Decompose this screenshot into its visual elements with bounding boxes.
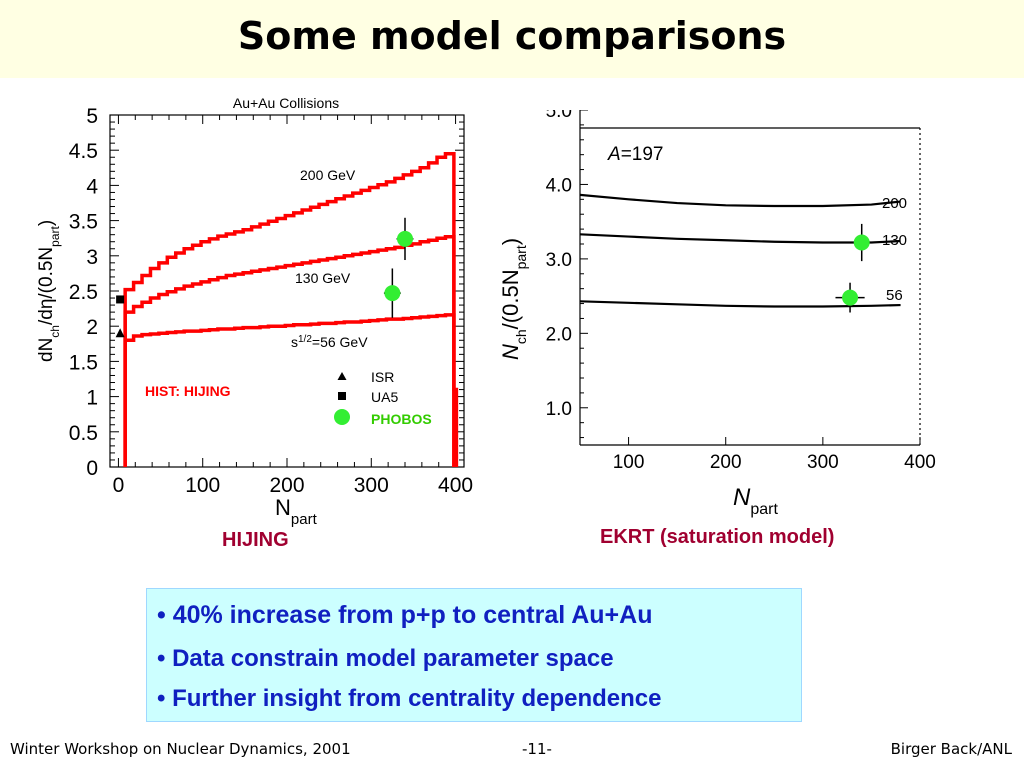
bullet-2: • Data constrain model parameter space	[157, 645, 614, 672]
isr-marker	[115, 328, 125, 338]
y-tick-label: 1	[86, 387, 98, 410]
footer-center: -11-	[522, 740, 552, 758]
phobos-marker	[384, 285, 401, 302]
y-axis-label-part-2: /(0.5N	[498, 269, 523, 329]
legend-ua5-marker	[338, 392, 346, 400]
ekrt-curve-56	[579, 300, 901, 308]
bullet-3: • Further insight from centrality depend…	[157, 685, 662, 712]
y-axis-label-part-0: dN	[36, 338, 57, 362]
label-56gev-part-0: s	[291, 334, 298, 350]
x-tick-label: 300	[354, 474, 389, 497]
x-axis-label: Npart	[275, 495, 318, 528]
y-axis-label-part-4: )	[36, 220, 57, 226]
bullet-box: • 40% increase from p+p to central Au+Au…	[146, 588, 802, 722]
x-axis-label: Npart	[733, 484, 778, 518]
x-tick-label: 200	[710, 452, 742, 473]
y-tick-label: 2.0	[546, 324, 572, 345]
y-axis-label-part-1: ch	[513, 329, 529, 344]
label-56gev-part-2: =56 GeV	[312, 334, 368, 350]
y-tick-label: 4.5	[69, 140, 98, 163]
footer-right: Birger Back/ANL	[890, 740, 1012, 758]
label-200gev: 200 GeV	[300, 167, 356, 183]
hijing-line-200gev	[123, 151, 456, 467]
hijing-chart: 0 0.5 1 1.5 2 2.5 3 3.5 4 4.5 5 0 100 200 300 400 200 Ge…	[36, 95, 473, 528]
legend-phobos-marker	[334, 409, 350, 425]
y-axis-label-part-2: /dη/(0.5N	[36, 247, 57, 325]
label-56gev-part-1: 1/2	[298, 334, 312, 345]
label-130: 130	[882, 232, 907, 249]
hijing-line-s1256gev	[123, 313, 459, 467]
title-band	[0, 0, 1024, 78]
x-tick-label: 100	[185, 474, 220, 497]
y-tick-label: 4	[86, 175, 98, 198]
caption-ekrt: EKRT (saturation model)	[600, 526, 835, 548]
y-tick-label: 4.0	[546, 175, 572, 196]
x-tick-label: 400	[438, 474, 473, 497]
ekrt-chart: 1.0 2.0 3.0 4.0 5.0 100 200 300 400 200 130 56 A=197…	[498, 110, 936, 518]
y-tick-label: 2	[86, 316, 98, 339]
y-tick-label: 1.0	[546, 399, 572, 420]
annotation-a197-part-0: A	[607, 144, 621, 165]
hijing-line-130gev	[123, 235, 456, 467]
y-axis-label: Nch/(0.5Npart)	[498, 238, 529, 360]
y-tick-label: 0.5	[69, 422, 98, 445]
label-56: 56	[886, 287, 903, 304]
y-tick-label: 5.0	[546, 110, 572, 122]
x-tick-label: 200	[269, 474, 304, 497]
x-axis-label-part-0: N	[275, 495, 291, 520]
y-tick-label: 3.5	[69, 211, 98, 234]
phobos-marker	[397, 230, 413, 247]
annotation-a197-part-1: =197	[621, 144, 664, 165]
x-axis-label-part-1: part	[750, 501, 778, 518]
y-axis-label-part-3: part	[513, 245, 529, 269]
legend-isr-label: ISR	[371, 369, 394, 385]
ekrt-curve-200	[579, 193, 901, 208]
ekrt-curve-130	[579, 233, 901, 244]
phobos-marker	[853, 234, 870, 251]
y-axis-label: dNch/dη/(0.5Npart)	[36, 220, 62, 362]
x-tick-label: 400	[904, 452, 936, 473]
footer-left: Winter Workshop on Nuclear Dynamics, 200…	[10, 740, 351, 758]
phobos-marker	[842, 289, 859, 306]
annotation-a197: A=197	[607, 144, 663, 165]
y-axis-label-part-3: part	[48, 226, 62, 247]
legend-ua5-label: UA5	[371, 389, 398, 405]
bullet-1: • 40% increase from p+p to central Au+Au	[157, 601, 653, 629]
legend-isr-marker	[337, 372, 347, 380]
y-axis-label-part-0: N	[498, 344, 523, 360]
ua5-marker	[116, 295, 125, 304]
x-tick-label: 300	[807, 452, 839, 473]
x-tick-label: 0	[113, 474, 125, 497]
slide-title: Some model comparisons	[237, 14, 787, 58]
x-tick-label: 100	[613, 452, 645, 473]
y-axis-label-part-4: )	[498, 238, 523, 245]
label-130gev: 130 GeV	[295, 270, 351, 286]
y-axis-label-part-1: ch	[48, 325, 62, 338]
chart-title: Au+Au Collisions	[233, 95, 339, 111]
y-tick-label: 0	[86, 457, 98, 480]
legend-phobos-label: PHOBOS	[371, 411, 432, 427]
model-label: HIST: HIJING	[145, 383, 231, 399]
y-tick-label: 3.0	[546, 250, 572, 271]
y-tick-label: 2.5	[69, 281, 98, 304]
y-tick-label: 5	[86, 105, 98, 128]
y-tick-label: 3	[86, 246, 98, 269]
caption-hijing: HIJING	[222, 529, 289, 551]
x-axis-label-part-1: part	[291, 511, 318, 528]
x-axis-label-part-0: N	[733, 484, 751, 511]
label-200: 200	[882, 195, 907, 212]
y-tick-label: 1.5	[69, 351, 98, 374]
label-56gev: s1/2=56 GeV	[291, 334, 368, 351]
